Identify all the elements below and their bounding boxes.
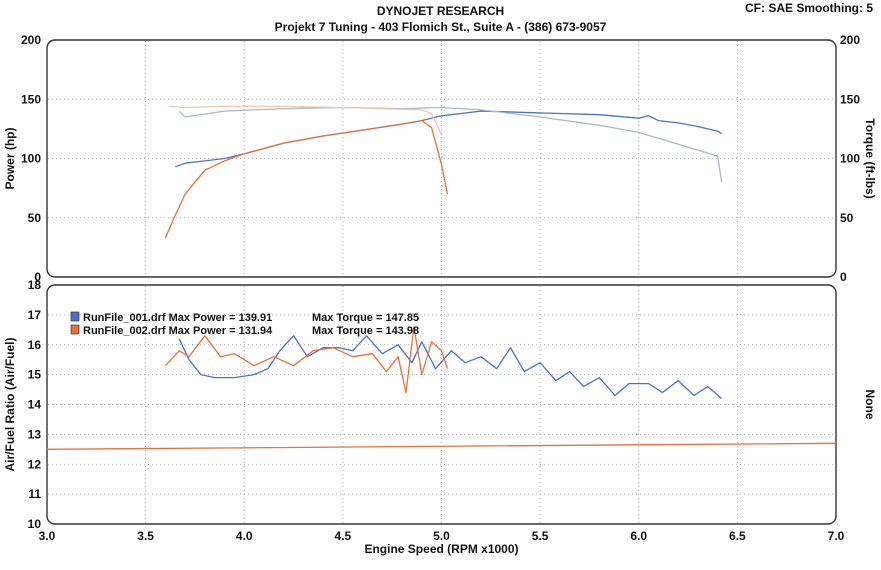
y-tick-label: 14 — [28, 398, 42, 412]
x-tick-label: 6.5 — [729, 529, 746, 543]
x-tick-label: 5.0 — [433, 529, 450, 543]
y-tick-label: 150 — [21, 92, 41, 106]
legend-label: RunFile_002.drf Max Power = 131.94 — [83, 325, 273, 337]
legend-swatch — [70, 311, 80, 322]
y-tick-label: 11 — [28, 487, 41, 501]
x-tick-label: 3.0 — [39, 529, 56, 543]
y-tick-label: 0 — [34, 270, 41, 284]
x-tick-label: 4.5 — [335, 529, 352, 543]
y-axis-title: Power (hp) — [3, 127, 17, 189]
y2-tick-label: 0 — [840, 270, 847, 284]
legend-label: RunFile_001.drf Max Power = 139.91 — [83, 312, 272, 324]
x-axis-title: Engine Speed (RPM x1000) — [364, 542, 518, 556]
y-tick-label: 16 — [28, 338, 42, 352]
y2-tick-label: 150 — [840, 92, 860, 106]
y-tick-label: 18 — [28, 278, 42, 292]
legend-max-torque: Max Torque = 147.85 — [312, 312, 419, 324]
x-tick-label: 6.0 — [630, 529, 647, 543]
chart-subtitle: Projekt 7 Tuning - 403 Flomich St., Suit… — [274, 20, 607, 34]
legend-swatch — [70, 324, 80, 335]
cf-smoothing-label: CF: SAE Smoothing: 5 — [745, 1, 873, 15]
series-line-runfile-001-drf-torque — [178, 106, 723, 183]
y-tick-label: 50 — [28, 211, 42, 225]
legend-max-torque: Max Torque = 143.98 — [312, 325, 419, 337]
x-tick-label: 7.0 — [828, 529, 845, 543]
chart-title: DYNOJET RESEARCH — [376, 4, 505, 18]
y2-tick-label: 50 — [840, 211, 854, 225]
series-line-runfile-002-drf — [164, 326, 449, 394]
y-tick-label: 15 — [28, 368, 42, 382]
y2-tick-label: 200 — [840, 33, 860, 47]
series-line-runfile-002-drf-power — [164, 119, 449, 239]
x-tick-label: 5.5 — [532, 529, 549, 543]
series-line-reference — [46, 442, 837, 450]
y-tick-label: 13 — [28, 427, 42, 441]
y-tick-label: 200 — [21, 33, 41, 47]
y2-tick-label: 100 — [840, 152, 860, 166]
y-tick-label: 10 — [28, 517, 42, 531]
x-tick-label: 4.0 — [236, 529, 253, 543]
y-tick-label: 17 — [28, 308, 42, 322]
y2-axis-title: Torque (ft-lbs) — [863, 118, 877, 198]
y-tick-label: 100 — [21, 152, 41, 166]
y2-axis-title: None — [863, 390, 877, 420]
y-axis-title: Air/Fuel Ratio (Air/Fuel) — [3, 337, 17, 471]
series-line-runfile-002-drf-torque — [169, 105, 443, 136]
y-tick-label: 12 — [28, 457, 42, 471]
series-line-runfile-001-drf — [178, 335, 723, 399]
x-tick-label: 3.5 — [137, 529, 154, 543]
series-line-runfile-001-drf-power — [174, 110, 722, 168]
